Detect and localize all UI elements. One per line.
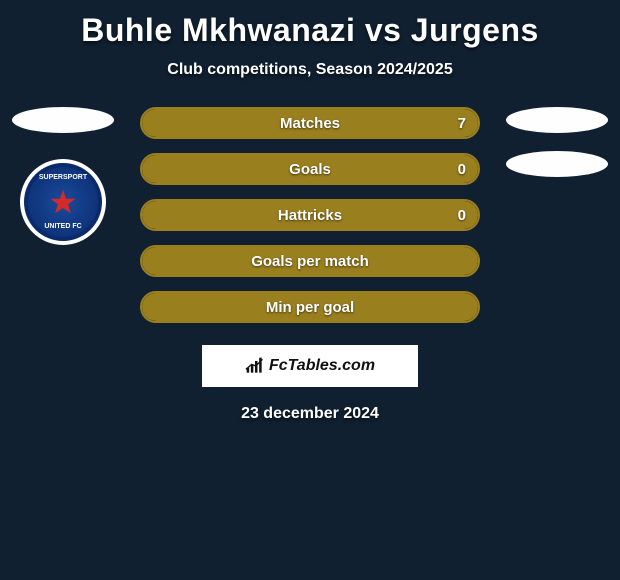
footer-logo: FcTables.com	[202, 345, 418, 387]
right-player-photo-placeholder	[506, 107, 608, 133]
stat-label: Hattricks	[142, 207, 478, 224]
left-club-badge: SUPERSPORT UNITED FC	[20, 159, 106, 245]
badge-top-text: SUPERSPORT	[28, 174, 98, 181]
stat-right-value: 0	[458, 207, 466, 224]
stat-row-goals-per-match: Goals per match	[140, 245, 480, 277]
badge-bottom-text: UNITED FC	[28, 223, 98, 230]
club-badge-inner: SUPERSPORT UNITED FC	[24, 163, 102, 241]
stat-row-min-per-goal: Min per goal	[140, 291, 480, 323]
page-title: Buhle Mkhwanazi vs Jurgens	[0, 0, 620, 49]
star-icon	[48, 187, 78, 217]
right-club-badge-placeholder	[506, 151, 608, 177]
left-player-photo-placeholder	[12, 107, 114, 133]
stat-label: Matches	[142, 115, 478, 132]
comparison-area: SUPERSPORT UNITED FC Matches 7 Goals 0 H…	[0, 107, 620, 423]
stat-row-hattricks: Hattricks 0	[140, 199, 480, 231]
stat-right-value: 0	[458, 161, 466, 178]
left-player-column: SUPERSPORT UNITED FC	[8, 107, 118, 245]
chart-icon	[245, 357, 265, 375]
stat-bars: Matches 7 Goals 0 Hattricks 0 Goals per …	[140, 107, 480, 323]
date-text: 23 december 2024	[0, 405, 620, 423]
stat-label: Goals per match	[142, 253, 478, 270]
stat-row-matches: Matches 7	[140, 107, 480, 139]
stat-row-goals: Goals 0	[140, 153, 480, 185]
stat-right-value: 7	[458, 115, 466, 132]
footer-logo-text: FcTables.com	[269, 357, 375, 375]
right-player-column	[502, 107, 612, 195]
subtitle: Club competitions, Season 2024/2025	[0, 61, 620, 79]
stat-label: Goals	[142, 161, 478, 178]
stat-label: Min per goal	[142, 299, 478, 316]
